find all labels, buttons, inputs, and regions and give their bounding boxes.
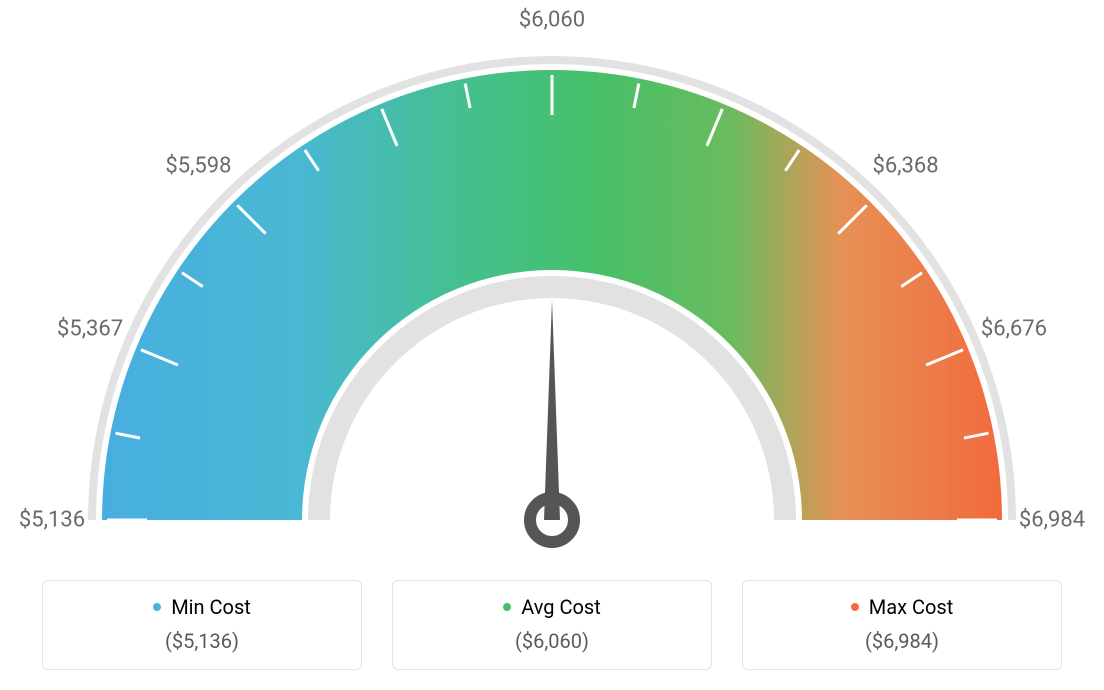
legend-title-max: Max Cost	[851, 595, 954, 619]
gauge-tick-label: $5,367	[57, 316, 123, 341]
legend-card-min: Min Cost ($5,136)	[42, 580, 362, 670]
legend-title-text: Min Cost	[171, 595, 251, 619]
legend-value-max: ($6,984)	[753, 629, 1051, 653]
gauge-tick-label: $5,598	[165, 154, 231, 179]
gauge-tick-label: $6,060	[519, 8, 585, 33]
gauge-tick-label: $6,368	[872, 154, 938, 179]
legend-row: Min Cost ($5,136) Avg Cost ($6,060) Max …	[0, 580, 1104, 670]
legend-card-avg: Avg Cost ($6,060)	[392, 580, 712, 670]
gauge-tick-label: $6,676	[981, 316, 1047, 341]
gauge-container: $5,136 $5,367 $5,598 $6,060 $6,368 $6,676 $6,9…	[0, 0, 1104, 560]
legend-value-avg: ($6,060)	[403, 629, 701, 653]
legend-title-avg: Avg Cost	[503, 595, 601, 619]
gauge-tick-label: $5,136	[19, 508, 85, 533]
gauge-tick-label: $6,984	[1019, 508, 1085, 533]
legend-title-min: Min Cost	[153, 595, 251, 619]
legend-title-text: Max Cost	[869, 595, 954, 619]
dot-icon	[503, 603, 511, 611]
dot-icon	[851, 603, 859, 611]
legend-value-min: ($5,136)	[53, 629, 351, 653]
legend-title-text: Avg Cost	[521, 595, 601, 619]
legend-card-max: Max Cost ($6,984)	[742, 580, 1062, 670]
dot-icon	[153, 603, 161, 611]
gauge-svg	[0, 0, 1104, 560]
